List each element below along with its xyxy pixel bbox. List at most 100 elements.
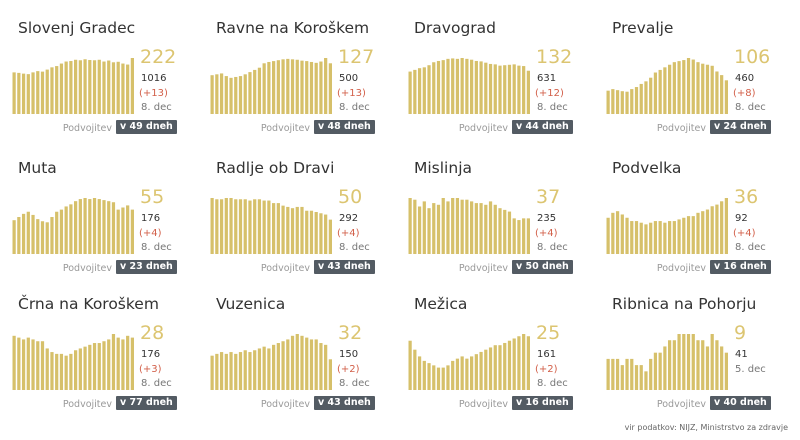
bar (74, 59, 78, 114)
bar (116, 209, 120, 254)
bar (305, 61, 309, 114)
bar (257, 348, 262, 390)
bar (26, 211, 30, 254)
bar (243, 350, 247, 390)
bar (488, 347, 493, 390)
bar (88, 199, 92, 254)
doubling-label: Podvojitev (656, 399, 706, 410)
bar (710, 334, 714, 390)
bar (116, 61, 120, 114)
bar (465, 199, 469, 254)
bar (45, 69, 49, 114)
bar (281, 341, 285, 390)
bar (474, 60, 478, 114)
bar (83, 59, 87, 114)
bar (88, 60, 92, 114)
doubling-label: Podvojitev (62, 263, 112, 274)
bar (210, 75, 214, 114)
doubling-badge: v 48 dneh (314, 120, 375, 134)
bar (305, 210, 309, 254)
bar (705, 209, 710, 254)
bar (460, 199, 464, 254)
bar (615, 358, 620, 390)
bar (522, 334, 526, 390)
bar (59, 209, 64, 254)
data-date: 8. dec (141, 102, 172, 113)
active-cases: 9 (734, 322, 747, 344)
bar (78, 199, 82, 254)
bar (682, 217, 686, 254)
bar (262, 200, 266, 254)
bar (130, 337, 134, 390)
bar-chart (408, 198, 530, 254)
municipality-card: Mežica 25 161 (+2) 8. dec Podvojitev v 16 dneh (396, 276, 594, 411)
data-date: 8. dec (141, 242, 172, 253)
bar (88, 344, 92, 390)
bar (328, 219, 332, 254)
bar (40, 341, 45, 390)
bar (92, 343, 97, 390)
bar (507, 211, 512, 254)
bar (668, 340, 672, 390)
bar (479, 351, 483, 390)
bar (615, 211, 620, 254)
bar (413, 199, 417, 254)
bar (470, 356, 474, 390)
bar (219, 352, 224, 390)
bar (620, 91, 624, 114)
bar (705, 346, 710, 390)
bar (64, 355, 68, 390)
data-date: 8. dec (339, 102, 370, 113)
bar (408, 340, 412, 390)
bar (498, 345, 502, 390)
bar (253, 69, 257, 114)
bar (446, 365, 450, 390)
data-date: 5. dec (735, 364, 766, 375)
bar (634, 365, 639, 390)
chart-title: Ravne na Koroškem (216, 19, 370, 37)
bar (243, 74, 247, 114)
bar (465, 358, 469, 390)
bar (691, 334, 695, 390)
municipality-card: Mislinja 37 235 (+4) 8. dec Podvojitev v 50 dn… (396, 140, 594, 275)
bar (606, 358, 610, 390)
bar (300, 206, 304, 254)
bar (83, 346, 87, 390)
total-cases: 41 (735, 349, 748, 360)
active-cases: 25 (536, 322, 561, 344)
bar (432, 365, 436, 390)
bar (130, 58, 134, 114)
bar (620, 365, 624, 390)
bar (493, 204, 497, 254)
doubling-badge: v 23 dneh (116, 260, 177, 274)
active-cases: 28 (140, 322, 165, 344)
bar (417, 68, 422, 114)
bar (314, 62, 318, 114)
chart-title: Radlje ob Dravi (216, 159, 335, 177)
bar (484, 62, 488, 114)
bar (720, 346, 724, 390)
bar (215, 353, 219, 390)
bar-chart (12, 58, 134, 114)
bar (606, 90, 610, 114)
bar (45, 222, 49, 254)
chart-title: Ribnica na Pohorju (612, 295, 757, 313)
bar (644, 224, 648, 254)
doubling-label: Podvojitev (656, 263, 706, 274)
bar (526, 70, 530, 114)
bar (243, 199, 247, 254)
bar (319, 213, 323, 254)
bar (295, 206, 299, 254)
bar (517, 336, 521, 390)
bar (295, 59, 299, 114)
bar (215, 199, 219, 254)
bar (451, 360, 455, 390)
bar (484, 349, 488, 390)
bar (12, 335, 16, 390)
bar (436, 60, 441, 114)
bar (290, 335, 295, 390)
bar (305, 337, 309, 390)
daily-change: (+13) (337, 88, 366, 99)
bar (45, 348, 49, 390)
bar (111, 62, 116, 114)
